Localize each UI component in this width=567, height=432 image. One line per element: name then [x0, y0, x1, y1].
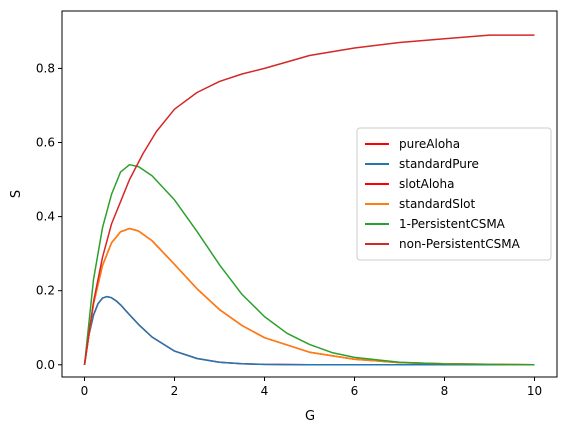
- x-tick-label: 0: [81, 384, 89, 398]
- plot-frame: [61, 10, 558, 378]
- x-axis-label: G: [305, 409, 315, 424]
- x-tick-label: 2: [171, 384, 179, 398]
- series-line-non-PersistentCSMA: [83, 34, 535, 365]
- x-tick-label: 6: [351, 384, 359, 398]
- y-axis: 0.0 0.2 0.4 0.6 0.8: [36, 61, 62, 372]
- series-line-standardPure: [83, 295, 535, 366]
- y-tick-label: 0.6: [36, 136, 55, 150]
- legend: pureAloha standardPure slotAloha standardSl…: [356, 127, 552, 261]
- series-line-standardSlot: [83, 227, 535, 366]
- x-tick-label: 4: [261, 384, 269, 398]
- legend-label: standardPure: [399, 157, 479, 171]
- x-tick-label: 10: [527, 384, 542, 398]
- x-axis: 0 2 4 6 8 10: [81, 377, 542, 398]
- legend-box: [356, 127, 552, 261]
- y-axis-label: S: [9, 190, 24, 198]
- legend-label: slotAloha: [399, 177, 454, 191]
- y-tick-label: 0.4: [36, 210, 55, 224]
- series-line-1-PersistentCSMA: [83, 163, 535, 366]
- legend-label: non-PersistentCSMA: [399, 237, 521, 251]
- y-tick-label: 0.8: [36, 61, 55, 75]
- x-tick-label: 8: [441, 384, 449, 398]
- legend-label: pureAloha: [399, 137, 460, 151]
- y-tick-label: 0.2: [36, 284, 55, 298]
- legend-label: 1-PersistentCSMA: [399, 217, 506, 231]
- legend-label: standardSlot: [399, 197, 476, 211]
- y-tick-label: 0.0: [36, 358, 55, 372]
- plot-lines: [83, 34, 535, 366]
